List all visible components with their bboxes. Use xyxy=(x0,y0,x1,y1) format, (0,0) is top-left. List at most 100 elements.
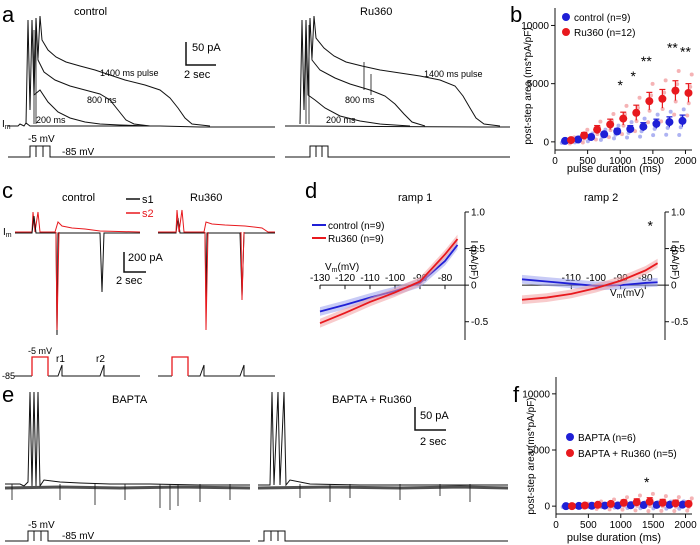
chart-b-mean-point xyxy=(639,122,648,131)
panel-a: a control Ru360 Im 1400 ms pulse 800 ms … xyxy=(2,2,510,158)
chart-b-mean-point xyxy=(587,132,596,141)
chart-b-significance: ** xyxy=(667,39,678,55)
panel-c-im-label: Im xyxy=(3,227,12,239)
chart-b-significance: ** xyxy=(680,43,691,59)
chart-f-legend-bapta: BAPTA (n=6) xyxy=(578,433,636,444)
chart-b-individual-point xyxy=(651,133,656,138)
chart-d-legend-control: control (n=9) xyxy=(328,221,384,232)
chart-b-legend-ru360: Ru360 (n=12) xyxy=(574,28,635,39)
chart-f-xtick-label: 1500 xyxy=(642,520,665,531)
panel-a-title-control: control xyxy=(74,6,107,18)
chart-f-mean-point xyxy=(665,500,674,509)
chart-b-individual-point xyxy=(689,72,694,77)
label-ru360-200ms: 200 ms xyxy=(326,115,356,125)
trace-control-200ms xyxy=(25,19,151,127)
chart-b-individual-point xyxy=(611,136,616,141)
chart-f-mean-point xyxy=(561,502,570,511)
trace-ru360-baseline xyxy=(285,125,510,128)
chart-f-legend-bapta-marker xyxy=(566,433,574,441)
chart-d2-xtick-label: -110 xyxy=(562,273,582,284)
chart-f-individual-point xyxy=(676,495,681,500)
chart-b-individual-point xyxy=(598,119,603,124)
chart-b-mean-point xyxy=(606,120,615,129)
chart-f-individual-point xyxy=(650,491,655,496)
chart-b-mean-point xyxy=(652,119,661,128)
chart-f-mean-point xyxy=(613,501,622,510)
label-ru360-800ms: 800 ms xyxy=(345,95,375,105)
trace-ru360-200ms xyxy=(299,19,411,127)
trace-e-bapta-ru360 xyxy=(258,391,508,487)
chart-b-significance: ** xyxy=(641,53,652,69)
panel-a-scale-bar xyxy=(185,42,216,66)
chart-f-mean-point xyxy=(678,500,687,509)
chart-b-mean-point xyxy=(684,88,693,97)
chart-f-ylabel: post-step area (ms*pA/pF) xyxy=(526,397,537,514)
trace-ru360-800ms xyxy=(307,17,426,127)
chart-f-individual-point xyxy=(646,509,651,514)
chart-b-individual-point xyxy=(660,107,665,112)
panel-label-b: b xyxy=(510,2,522,27)
panel-d-title-ramp1: ramp 1 xyxy=(398,192,432,204)
panel-label-f: f xyxy=(513,382,520,407)
chart-f-individual-point xyxy=(663,494,668,499)
chart-b-individual-point xyxy=(636,105,641,110)
chart-b-individual-point xyxy=(668,109,673,114)
chart-d-ramp2: -0.500.51.0-110-100-90-80* xyxy=(521,208,689,340)
chart-b-individual-point xyxy=(664,132,669,137)
chart-b-individual-point xyxy=(642,116,647,121)
chart-f-xlabel: pulse duration (ms) xyxy=(567,532,661,544)
panel-c-title-control: control xyxy=(62,192,95,204)
chart-f-individual-point xyxy=(625,495,630,500)
chart-f-xtick-label: 2000 xyxy=(674,520,697,531)
chart-d1-ytick-label: 1.0 xyxy=(471,208,485,219)
chart-b-ytick-label: 10000 xyxy=(521,21,549,32)
panel-a-hold-label: -85 mV xyxy=(62,147,95,158)
chart-b-individual-point xyxy=(646,120,651,125)
trace-e-bapta-ru360-events xyxy=(299,484,471,502)
panel-e-bapta-ru360-traces xyxy=(257,391,509,502)
chart-d2-ytick-label: 0.5 xyxy=(671,244,685,255)
chart-d-legend-ru360: Ru360 (n=9) xyxy=(328,234,384,245)
trace-e-bapta-overlay xyxy=(4,485,251,490)
chart-f-individual-point xyxy=(672,508,677,513)
chart-b-individual-point xyxy=(585,127,590,132)
panel-a-ru360-traces xyxy=(285,15,510,128)
panel-e-hold-label: -85 mV xyxy=(62,531,95,542)
label-control-200ms: 200 ms xyxy=(36,115,66,125)
panel-c-legend-s1: s1 xyxy=(142,194,154,206)
chart-b-individual-point xyxy=(624,103,629,108)
chart-b-mean-point xyxy=(671,86,680,95)
chart-b-individual-point xyxy=(685,113,690,118)
chart-d1-ytick-label: 0.5 xyxy=(471,244,485,255)
chart-f-individual-point xyxy=(637,493,642,498)
chart-f-individual-point xyxy=(659,508,664,513)
chart-b-individual-point xyxy=(665,125,670,130)
chart-b-mean-point xyxy=(632,108,641,117)
panel-c-ru360-traces xyxy=(158,209,275,331)
chart-f-mean-point xyxy=(619,498,628,507)
chart-f-ytick-label: 10000 xyxy=(522,389,550,400)
chart-b-individual-point xyxy=(673,99,678,104)
panel-c-title-ru360: Ru360 xyxy=(190,192,222,204)
chart-b-individual-point xyxy=(676,69,681,74)
chart-b-individual-point xyxy=(677,132,682,137)
chart-f-mean-point xyxy=(658,498,667,507)
chart-d2-sem-band xyxy=(522,258,658,305)
panel-label-a: a xyxy=(2,2,15,27)
chart-d2-xtick-label: -100 xyxy=(586,273,606,284)
chart-d1-xtick-label: -80 xyxy=(438,273,453,284)
panel-e-bapta-traces xyxy=(4,391,251,510)
chart-f-mean-point xyxy=(639,501,648,510)
chart-d1-xtick-label: -130 xyxy=(310,273,330,284)
chart-b-significance: * xyxy=(631,68,637,84)
chart-b-individual-point xyxy=(616,123,621,128)
chart-d1-xlabel: Vm(mV) xyxy=(325,262,359,274)
panel-c-scale-current: 200 pA xyxy=(128,252,164,264)
chart-b-individual-point xyxy=(619,132,624,137)
chart-b-mean-point xyxy=(593,125,602,134)
chart-d2-xlabel: Vm(mV) xyxy=(610,288,644,300)
chart-b-individual-point xyxy=(634,119,639,124)
chart-b-mean-point xyxy=(678,116,687,125)
